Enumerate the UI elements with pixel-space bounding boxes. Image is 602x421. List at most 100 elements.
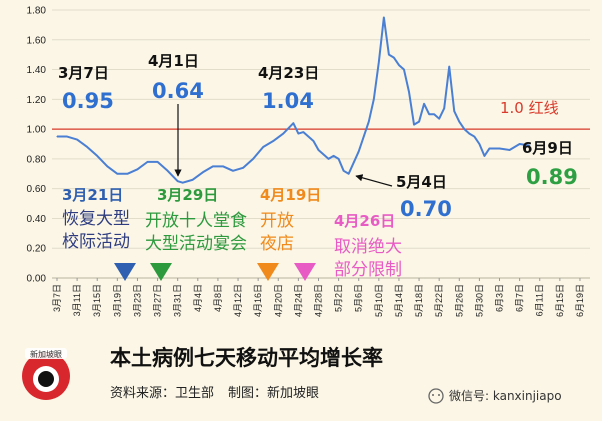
y-tick-label: 0.80 [27, 154, 47, 165]
data-point [282, 132, 284, 135]
data-point [338, 158, 340, 160]
x-tick-label: 6月19日 [575, 284, 585, 317]
data-point [202, 171, 204, 173]
x-tick-label: 5月6日 [354, 284, 364, 312]
data-point [156, 161, 159, 163]
data-point [483, 155, 486, 157]
data-point [383, 16, 385, 19]
event-date: 4月19日 [260, 186, 321, 204]
event-date: 4月26日 [334, 212, 395, 230]
data-point [242, 167, 244, 169]
data-point [222, 165, 224, 167]
data-point [348, 173, 350, 175]
event-text: 开放 [260, 211, 294, 231]
wechat-watermark: 微信号: kanxinjiapo [428, 388, 562, 404]
data-point [473, 135, 475, 138]
data-point [378, 61, 380, 63]
data-point [212, 165, 214, 167]
y-tick-label: 1.60 [27, 35, 47, 46]
data-point [272, 140, 274, 142]
annotation-layer: 3月7日 0.95 4月1日 0.64 4月23日 1.04 5月4日 0.70 6月9日 0.8… [58, 52, 578, 221]
data-point [302, 131, 304, 133]
data-point [126, 173, 128, 175]
event-text: 恢复大型 [62, 209, 130, 229]
x-tick-label: 6月3日 [495, 284, 505, 312]
x-tick-label: 6月15日 [555, 284, 565, 317]
event-marker [257, 263, 279, 281]
data-point [106, 165, 108, 167]
x-tick-layer: 3月7日 3月11日 3月15日 3月19日 3月23日 3月27日 3月31日 4月4日 4月… [52, 278, 585, 317]
x-tick-label: 5月22日 [434, 284, 444, 317]
x-tick-label: 3月23日 [132, 284, 142, 317]
data-point [327, 158, 330, 160]
event-marker [294, 263, 316, 281]
y-tick-label: 1.80 [27, 6, 47, 17]
x-tick-label: 4月4日 [193, 284, 203, 312]
wechat-icon [428, 388, 444, 404]
data-point [177, 180, 179, 182]
y-tick-label: 0.20 [27, 244, 47, 255]
annotation-value: 0.89 [526, 165, 578, 189]
reference-layer: 1.0 红线 [52, 99, 590, 130]
annotation-date: 6月9日 [522, 139, 573, 157]
data-point [232, 170, 234, 172]
data-point [408, 91, 410, 93]
x-tick-label: 3月7日 [52, 284, 62, 312]
x-tick-label: 4月8日 [213, 284, 223, 312]
data-point [262, 146, 264, 148]
x-tick-label: 5月14日 [394, 284, 404, 317]
x-tick-label: 4月16日 [253, 284, 263, 317]
data-point [182, 182, 184, 184]
data-point [136, 168, 139, 170]
chart-title: 本土病例七天移动平均增长率 [110, 346, 383, 370]
x-tick-label: 5月26日 [454, 284, 464, 317]
grid-layer: 0.00 0.20 0.40 0.60 0.80 1.00 1.20 1.40 1.60 1.80 [27, 6, 590, 285]
data-point [468, 132, 470, 135]
data-point [443, 107, 445, 109]
x-tick-label: 3月11日 [72, 284, 82, 316]
data-point [463, 128, 465, 130]
x-tick-label: 6月11日 [535, 284, 545, 316]
annotation-date: 3月7日 [58, 64, 109, 82]
data-point [332, 155, 335, 157]
wechat-account: 微信号: kanxinjiapo [449, 389, 562, 403]
x-tick-label: 3月15日 [92, 284, 102, 317]
data-point [252, 158, 254, 160]
y-tick-label: 1.40 [27, 65, 47, 76]
annotation-value: 0.95 [62, 89, 114, 113]
event-text: 部分限制 [334, 260, 402, 280]
data-point [56, 135, 58, 138]
event-text: 取消绝大 [334, 237, 402, 257]
data-point [458, 121, 460, 123]
data-point [498, 147, 501, 150]
x-tick-label: 3月31日 [173, 284, 183, 317]
event-marker [114, 263, 136, 281]
event-text: 夜店 [260, 234, 294, 254]
data-point [519, 143, 521, 145]
data-point [76, 138, 78, 141]
data-point [508, 149, 511, 151]
data-point [363, 135, 365, 138]
data-point [343, 170, 345, 172]
x-tick-label: 3月27日 [153, 284, 163, 317]
data-point [529, 144, 531, 147]
annotation-value: 0.64 [152, 79, 204, 103]
data-point [368, 121, 370, 123]
data-point [317, 149, 320, 151]
data-point [116, 173, 118, 175]
data-point [358, 150, 360, 153]
x-tick-label: 4月24日 [293, 284, 303, 317]
data-point [297, 132, 299, 135]
x-tick-label: 4月20日 [273, 284, 283, 317]
annotation-value: 0.70 [400, 197, 452, 221]
data-point [86, 146, 88, 148]
y-tick-label: 1.00 [27, 125, 47, 136]
x-tick-label: 4月28日 [313, 284, 323, 317]
y-tick-label: 0.00 [27, 274, 47, 285]
source-label: 资料来源：卫生部 [110, 386, 214, 401]
series-layer [56, 16, 531, 184]
event-text: 大型活动宴会 [145, 234, 247, 254]
data-point [448, 65, 450, 68]
event-date: 3月21日 [62, 186, 123, 204]
